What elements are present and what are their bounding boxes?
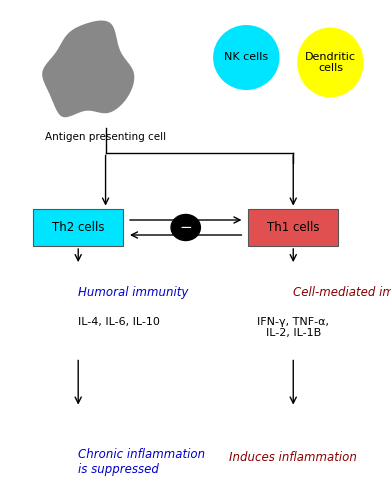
Ellipse shape: [171, 214, 201, 240]
Polygon shape: [42, 20, 135, 117]
Text: −: −: [179, 220, 192, 235]
Text: Chronic inflammation
is suppressed: Chronic inflammation is suppressed: [78, 448, 205, 476]
Text: Antigen presenting cell: Antigen presenting cell: [45, 132, 166, 142]
Text: Humoral immunity: Humoral immunity: [78, 286, 188, 299]
Text: Th1 cells: Th1 cells: [267, 221, 319, 234]
Text: Dendritic
cells: Dendritic cells: [305, 52, 356, 74]
Text: IFN-γ, TNF-α,
IL-2, IL-1B: IFN-γ, TNF-α, IL-2, IL-1B: [257, 316, 329, 338]
FancyBboxPatch shape: [33, 209, 123, 246]
Text: NK cells: NK cells: [224, 52, 268, 62]
Text: Th2 cells: Th2 cells: [52, 221, 104, 234]
Ellipse shape: [213, 25, 280, 90]
Ellipse shape: [297, 28, 364, 98]
FancyBboxPatch shape: [248, 209, 338, 246]
Text: Cell-mediated immunity: Cell-mediated immunity: [293, 286, 391, 299]
Text: IL-4, IL-6, IL-10: IL-4, IL-6, IL-10: [78, 318, 160, 328]
Text: Induces inflammation: Induces inflammation: [229, 451, 357, 464]
